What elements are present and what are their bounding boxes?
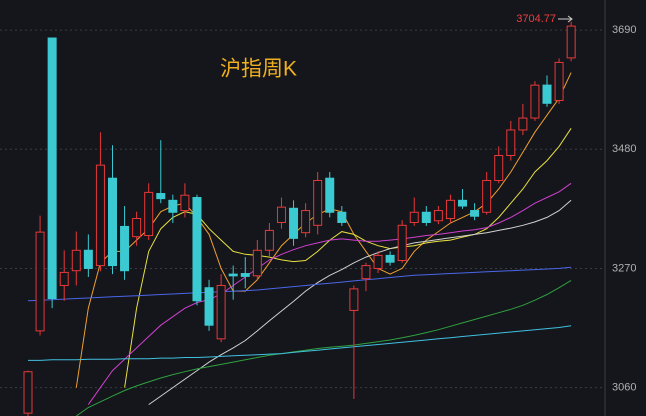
- candle-body: [264, 229, 274, 251]
- candle-body: [542, 84, 552, 104]
- candle-body: [337, 211, 347, 223]
- candle-body: [506, 129, 516, 157]
- candle-body: [301, 210, 311, 234]
- candle-body: [276, 206, 286, 223]
- candle-body: [23, 371, 33, 414]
- candle-body: [204, 287, 214, 326]
- candle-body: [397, 224, 407, 261]
- ma-line: [148, 199, 572, 406]
- candle-body: [530, 84, 540, 119]
- y-tick-label: 3060: [612, 382, 636, 394]
- candles: [23, 21, 576, 416]
- ma-line: [87, 182, 572, 405]
- candle-body: [180, 194, 190, 212]
- candle-body: [566, 25, 576, 59]
- candle-body: [35, 231, 45, 332]
- candle-body: [59, 271, 69, 286]
- candle-body: [349, 288, 359, 311]
- candle-body: [107, 177, 117, 267]
- candle-body: [482, 179, 492, 213]
- candle-body: [518, 117, 528, 131]
- candle-body: [445, 199, 455, 219]
- annotation-arrow-head: [567, 15, 573, 23]
- y-tick-label: 3480: [612, 143, 636, 155]
- candle-body: [192, 197, 202, 302]
- ma-line: [76, 279, 572, 416]
- y-tick-label: 3690: [612, 24, 636, 36]
- candle-body: [421, 211, 431, 223]
- candle-body: [95, 164, 105, 267]
- candle-body: [252, 249, 262, 277]
- chart-title: 沪指周K: [220, 58, 297, 81]
- candle-body: [385, 254, 395, 263]
- candle-body: [325, 177, 335, 213]
- candle-body: [433, 210, 443, 222]
- candle-body: [83, 249, 93, 269]
- candle-body: [313, 179, 323, 226]
- candle-body: [289, 207, 299, 239]
- candle-body: [458, 199, 468, 207]
- high-label: 3704.77: [516, 13, 556, 25]
- candle-body: [216, 284, 226, 340]
- candle-body: [409, 211, 419, 223]
- ma-line: [28, 325, 572, 361]
- y-tick-label: 3270: [612, 262, 636, 274]
- candle-body: [361, 265, 371, 280]
- candle-body: [144, 191, 154, 237]
- ma-line: [27, 266, 572, 302]
- candle-body: [132, 217, 142, 238]
- candle-body: [228, 273, 238, 277]
- candle-body: [470, 210, 480, 217]
- candle-body: [554, 61, 564, 101]
- candle-body: [47, 37, 57, 300]
- candle-body: [373, 254, 383, 269]
- candle-body: [240, 273, 250, 277]
- moving-averages: [27, 72, 572, 416]
- candle-body: [494, 155, 504, 181]
- candle-body: [168, 199, 178, 213]
- candle-body: [71, 249, 81, 272]
- candle-body: [120, 225, 130, 272]
- candle-body: [156, 193, 166, 200]
